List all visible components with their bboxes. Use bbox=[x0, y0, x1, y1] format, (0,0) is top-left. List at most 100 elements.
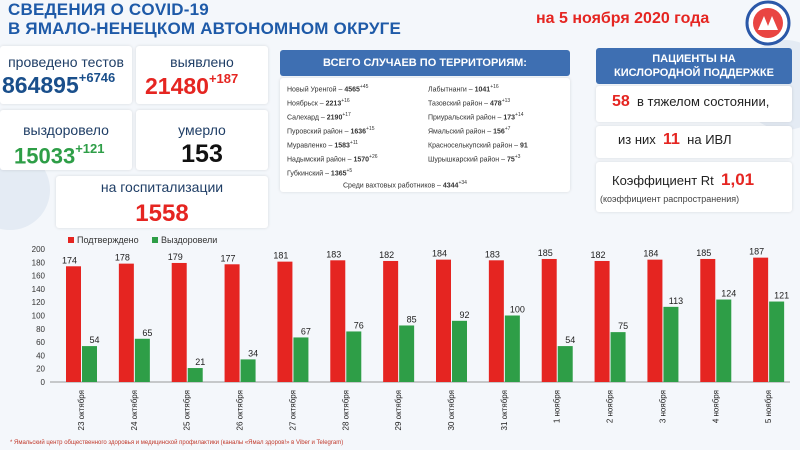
data-label-confirmed: 174 bbox=[62, 255, 77, 265]
legend-label: Выздоровели bbox=[161, 235, 217, 245]
bar-confirmed bbox=[383, 260, 399, 382]
y-tick-label: 100 bbox=[32, 312, 46, 321]
bar-recovered bbox=[187, 368, 203, 382]
bar-recovered bbox=[610, 332, 626, 382]
cases-chart: 0 20 40 60 80 100 120 140 160 180 200 Подтверждено В… bbox=[32, 235, 790, 430]
territory-row: Губкинский – 1365+5 bbox=[287, 168, 353, 178]
tests-label: проведено тестов bbox=[8, 54, 124, 70]
ivl-count: 11 bbox=[663, 131, 680, 148]
territory-row: Красноселькупский район – 91 bbox=[428, 142, 528, 150]
data-label-recovered: 65 bbox=[142, 328, 152, 338]
legend-swatch bbox=[68, 237, 74, 243]
recovered-value: 15033+121 bbox=[14, 141, 105, 169]
bar-recovered bbox=[716, 299, 732, 382]
data-label-recovered: 76 bbox=[354, 320, 364, 330]
data-label-confirmed: 183 bbox=[326, 249, 341, 259]
territory-row: Ямальский район – 156+7 bbox=[428, 126, 511, 136]
territory-row: Тазовский район – 478+13 bbox=[428, 98, 511, 108]
y-tick-label: 20 bbox=[36, 365, 45, 374]
x-tick-label: 23 октября bbox=[77, 390, 86, 430]
territory-row: Салехард – 2190+17 bbox=[287, 112, 351, 122]
data-label-recovered: 92 bbox=[459, 310, 469, 320]
bar-recovered bbox=[240, 359, 256, 382]
died-label: умерло bbox=[178, 122, 226, 138]
oxygen-title: ПАЦИЕНТЫ НА КИСЛОРОДНОЙ ПОДДЕРЖКЕ bbox=[596, 48, 792, 84]
data-label-recovered: 121 bbox=[774, 291, 789, 301]
emblem-icon bbox=[745, 0, 791, 46]
bar-recovered bbox=[663, 306, 679, 382]
bar-confirmed bbox=[224, 264, 240, 382]
x-tick-label: 31 октября bbox=[500, 390, 509, 430]
title-line-1: СВЕДЕНИЯ О COVID-19 bbox=[8, 0, 209, 19]
bar-recovered bbox=[452, 320, 467, 382]
bar-recovered bbox=[293, 337, 309, 382]
bar-recovered bbox=[557, 346, 573, 382]
y-tick-label: 180 bbox=[32, 258, 46, 267]
x-tick-label: 27 октября bbox=[288, 390, 297, 430]
shift-workers-row: Среди вахтовых работников – 4344+34 bbox=[343, 180, 467, 190]
data-label-recovered: 54 bbox=[89, 335, 99, 345]
y-tick-label: 200 bbox=[32, 245, 46, 254]
territory-row: Новый Уренгой – 4565+45 bbox=[287, 84, 369, 94]
territory-row: Лабытнанги – 1041+16 bbox=[428, 84, 499, 94]
y-tick-label: 160 bbox=[32, 272, 46, 281]
bar-recovered bbox=[346, 331, 362, 382]
x-tick-label: 30 октября bbox=[447, 390, 456, 430]
tests-value: 864895+6746 bbox=[2, 70, 116, 98]
data-label-confirmed: 185 bbox=[538, 248, 553, 258]
recovered-label: выздоровело bbox=[23, 122, 109, 138]
x-tick-label: 1 ноября bbox=[553, 390, 562, 423]
x-tick-label: 29 октября bbox=[394, 390, 403, 430]
oxygen-ivl-row: из них 11 на ИВЛ bbox=[618, 131, 732, 148]
data-label-recovered: 85 bbox=[407, 314, 417, 324]
detected-value: 21480+187 bbox=[145, 71, 239, 99]
title-line-2: В ЯМАЛО-НЕНЕЦКОМ АВТОНОМНОМ ОКРУГЕ bbox=[8, 19, 402, 38]
data-label-recovered: 75 bbox=[618, 321, 628, 331]
y-tick-label: 80 bbox=[36, 325, 45, 334]
data-label-confirmed: 182 bbox=[379, 250, 394, 260]
data-label-confirmed: 184 bbox=[643, 249, 658, 259]
territory-row: Приуральский район – 173+14 bbox=[428, 112, 524, 122]
data-label-recovered: 113 bbox=[669, 296, 683, 306]
data-label-recovered: 21 bbox=[195, 357, 205, 367]
report-date: на 5 ноября 2020 года bbox=[536, 10, 710, 27]
bar-confirmed bbox=[541, 258, 557, 382]
oxygen-severe-card bbox=[596, 86, 792, 122]
died-card: умерло 153 bbox=[136, 110, 268, 170]
hospitalized-value: 1558 bbox=[135, 200, 189, 227]
data-label-confirmed: 187 bbox=[749, 247, 764, 257]
territory-row: Ноябрьск – 2213+16 bbox=[287, 98, 350, 108]
data-label-recovered: 67 bbox=[301, 326, 311, 336]
bar-confirmed bbox=[488, 260, 504, 382]
data-label-confirmed: 178 bbox=[115, 253, 130, 263]
territory-row: Шурышкарский район – 75+3 bbox=[428, 154, 521, 164]
bar-confirmed bbox=[594, 260, 610, 382]
x-tick-label: 25 октября bbox=[183, 390, 192, 430]
detected-label: выявлено bbox=[170, 54, 234, 70]
rt-row: Коэффициент Rt 1,01 bbox=[612, 170, 755, 189]
oxygen-severe-row: 58 в тяжелом состоянии, bbox=[612, 93, 770, 110]
legend-swatch bbox=[152, 237, 158, 243]
data-label-recovered: 54 bbox=[565, 335, 575, 345]
y-tick-label: 120 bbox=[32, 298, 46, 307]
bar-confirmed bbox=[277, 261, 293, 382]
hospitalized-label: на госпитализации bbox=[100, 179, 224, 195]
bar-confirmed bbox=[171, 262, 187, 382]
oxygen-ivl-card bbox=[596, 126, 792, 158]
bar-confirmed bbox=[330, 260, 346, 382]
bar-confirmed bbox=[118, 263, 134, 382]
bar-recovered bbox=[134, 338, 150, 382]
detected-card: выявлено 21480+187 bbox=[136, 46, 268, 104]
tests-delta: +6746 bbox=[78, 70, 116, 86]
x-tick-label: 3 ноября bbox=[658, 390, 667, 423]
territory-row: Пуровский район – 1636+15 bbox=[287, 126, 375, 136]
bar-recovered bbox=[399, 325, 415, 382]
bar-recovered bbox=[82, 346, 97, 382]
data-label-recovered: 124 bbox=[721, 289, 736, 299]
data-label-recovered: 100 bbox=[510, 305, 525, 315]
x-tick-label: 28 октября bbox=[341, 390, 350, 430]
tests-card: проведено тестов 864895+6746 bbox=[0, 46, 132, 104]
rt-card bbox=[596, 162, 792, 212]
x-tick-label: 24 октября bbox=[130, 390, 139, 430]
bar-confirmed bbox=[66, 266, 81, 382]
